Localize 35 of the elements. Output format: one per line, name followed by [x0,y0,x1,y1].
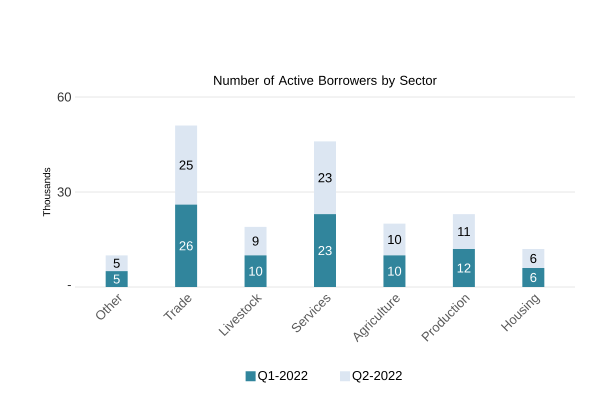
legend-label: Q2-2022 [352,370,402,382]
legend-label: Q1-2022 [258,370,308,382]
data-label: 23 [318,246,332,256]
y-axis-title: Thousands [42,168,50,216]
data-label: 6 [530,272,536,282]
bar [244,255,267,287]
data-label: 23 [318,173,332,182]
data-label: 5 [114,274,120,284]
data-label: 6 [530,254,536,264]
chart-title: Number of Active Borrowers by Sector [214,75,437,88]
bar [383,224,406,256]
data-label: 10 [388,266,402,276]
bar [175,204,198,287]
data-label: 26 [180,241,193,250]
bar [106,255,128,272]
bar [522,268,544,287]
data-label: 12 [458,263,470,273]
bar [383,255,406,287]
bar [314,141,336,214]
bar [175,126,198,205]
bar [314,214,336,287]
bar [452,214,475,249]
data-label: 25 [180,160,193,170]
bar [244,226,267,256]
y-tick-label: 30 [58,187,71,197]
data-label: 5 [114,258,120,268]
data-label: 10 [249,266,262,276]
data-label: 10 [388,234,402,244]
data-label: 11 [458,227,470,236]
data-label: 9 [252,236,259,246]
bar [452,249,475,287]
bar [522,249,544,268]
bar [106,271,128,287]
y-tick-label: 60 [58,92,71,102]
y-tick-label: - [68,285,71,286]
